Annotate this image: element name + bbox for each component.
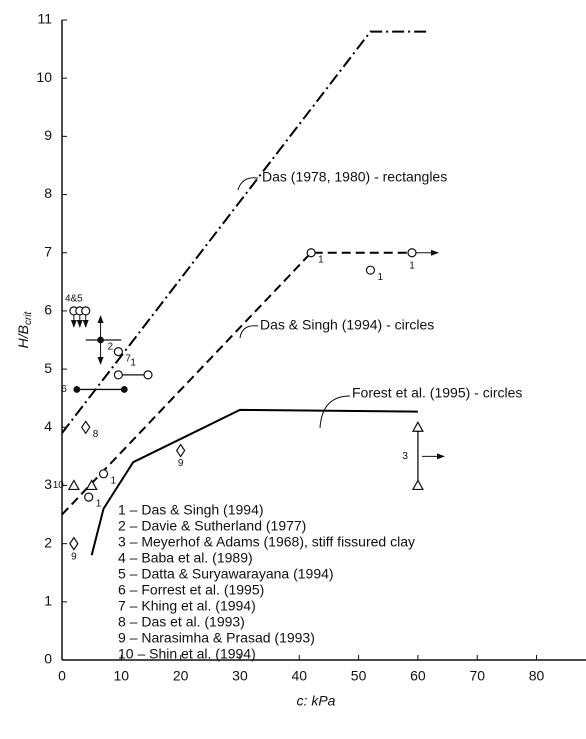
point-label: 8 [93,429,99,440]
x-tick-label: 50 [351,668,367,684]
marker-circle [81,306,91,316]
point-label: 7 [125,353,131,364]
point-label: 1 [96,499,102,510]
marker-circle [113,347,123,357]
legend-entry: 10 – Shin et al. (1994) [118,646,256,662]
leader [237,177,259,191]
point-label: 9 [71,551,77,562]
annotation: Forest et al. (1995) - circles [352,385,522,401]
y-tick-label: 7 [44,243,52,259]
y-tick-label: 0 [44,651,52,667]
marker-circle [143,370,153,380]
marker-triangle [67,479,80,491]
x-tick-label: 60 [410,668,426,684]
x-tick-label: 0 [58,668,66,684]
point-label: 4&5 [65,294,83,305]
x-tick-label: 30 [232,668,248,684]
legend-entry: 4 – Baba et al. (1989) [118,550,253,566]
annotation: Das & Singh (1994) - circles [260,317,434,333]
y-axis-label-sub: crit [23,310,34,325]
marker-triangle [85,479,98,491]
y-tick-label: 11 [37,11,52,27]
legend-entry: 6 – Forrest et al. (1995) [118,582,264,598]
marker-dot [120,386,128,393]
point-label: 9 [178,458,184,469]
annotation: Das (1978, 1980) - rectangles [262,169,447,185]
marker-dot [73,386,81,393]
marker-triangle [411,421,424,432]
legend-entry: 3 – Meyerhof & Adams (1968), stiff fissu… [118,534,415,550]
marker-circle [306,248,316,258]
y-tick-label: 6 [44,302,52,318]
y-tick-label: 2 [44,534,52,550]
y-tick-label: 3 [44,476,52,492]
y-tick-label: 9 [44,127,52,143]
point-label: 1 [130,358,136,369]
leader [239,325,259,339]
marker-triangle [411,479,424,491]
y-tick-label: 1 [44,593,52,609]
marker-diamond [81,420,91,435]
marker-circle [365,265,376,275]
point-label: 10 [53,480,65,491]
marker-circle [98,469,109,479]
leader [319,395,351,429]
legend-entry: 9 – Narasimha & Prasad (1993) [118,630,315,646]
line [61,30,430,434]
marker-circle [407,248,417,258]
y-axis-label-main: H/B [15,325,31,348]
line [61,251,412,516]
point-label: 1 [318,254,324,265]
point-label: 1 [111,475,117,486]
point-label: 2 [108,342,114,353]
y-tick-label: 5 [44,360,52,376]
point-label: 6 [61,384,67,395]
x-tick-label: 70 [469,668,485,684]
legend-entry: 5 – Datta & Suryawarayana (1994) [118,566,334,582]
x-tick-label: 80 [529,668,545,684]
legend-entry: 8 – Das et al. (1993) [118,614,245,630]
y-axis-label: H/Bcrit [15,310,34,348]
x-tick-label: 10 [114,668,130,684]
point-label: 1 [409,260,415,271]
point-label: 3 [402,451,408,462]
marker-circle [113,370,123,380]
x-tick-label: 20 [173,668,189,684]
legend-entry: 2 – Davie & Sutherland (1977) [118,518,306,534]
x-axis-label: c: kPa [297,693,336,709]
point-label: 1 [377,272,383,283]
marker-circle [84,492,94,502]
y-tick-label: 10 [36,69,52,85]
x-tick-label: 40 [291,668,307,684]
marker-diamond [175,443,186,458]
y-tick-label: 8 [44,185,52,201]
y-tick-label: 4 [44,418,52,434]
legend-entry: 1 – Das & Singh (1994) [118,502,264,518]
marker-diamond [69,536,79,551]
line [90,408,418,556]
legend-entry: 7 – Khing et al. (1994) [118,598,256,614]
